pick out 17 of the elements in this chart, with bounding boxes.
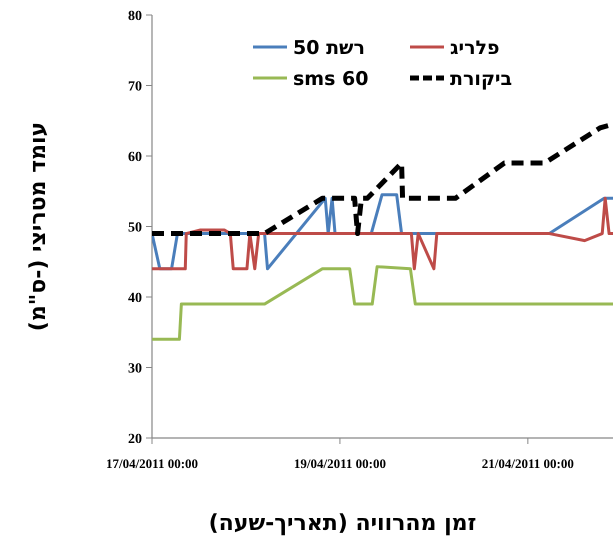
legend-label: ביקורת [450,68,512,90]
legend-label: פלריג [450,37,500,59]
line-series [152,265,613,341]
x-tick-label: 19/04/2011 00:00 [294,456,386,471]
y-tick-label: 80 [128,9,142,24]
legend-label: sms 60 [293,68,368,90]
x-axis-title: זמן מהרוויה (תאריך-שעה) [208,511,476,536]
y-tick-label: 40 [128,291,142,306]
y-tick-label: 50 [128,220,142,236]
y-tick-label: 20 [128,432,142,447]
y-tick-label: 60 [128,150,142,165]
y-tick-label: 30 [128,362,142,376]
x-tick-label: 21/04/2011 00:00 [482,456,574,471]
legend-label: רשת 50 [293,37,365,59]
x-tick-label: 17/04/2011 00:00 [106,456,198,471]
y-axis-title: עומד מטריצי (-ס"מ) [26,122,51,332]
y-tick-label: 70 [128,80,142,94]
